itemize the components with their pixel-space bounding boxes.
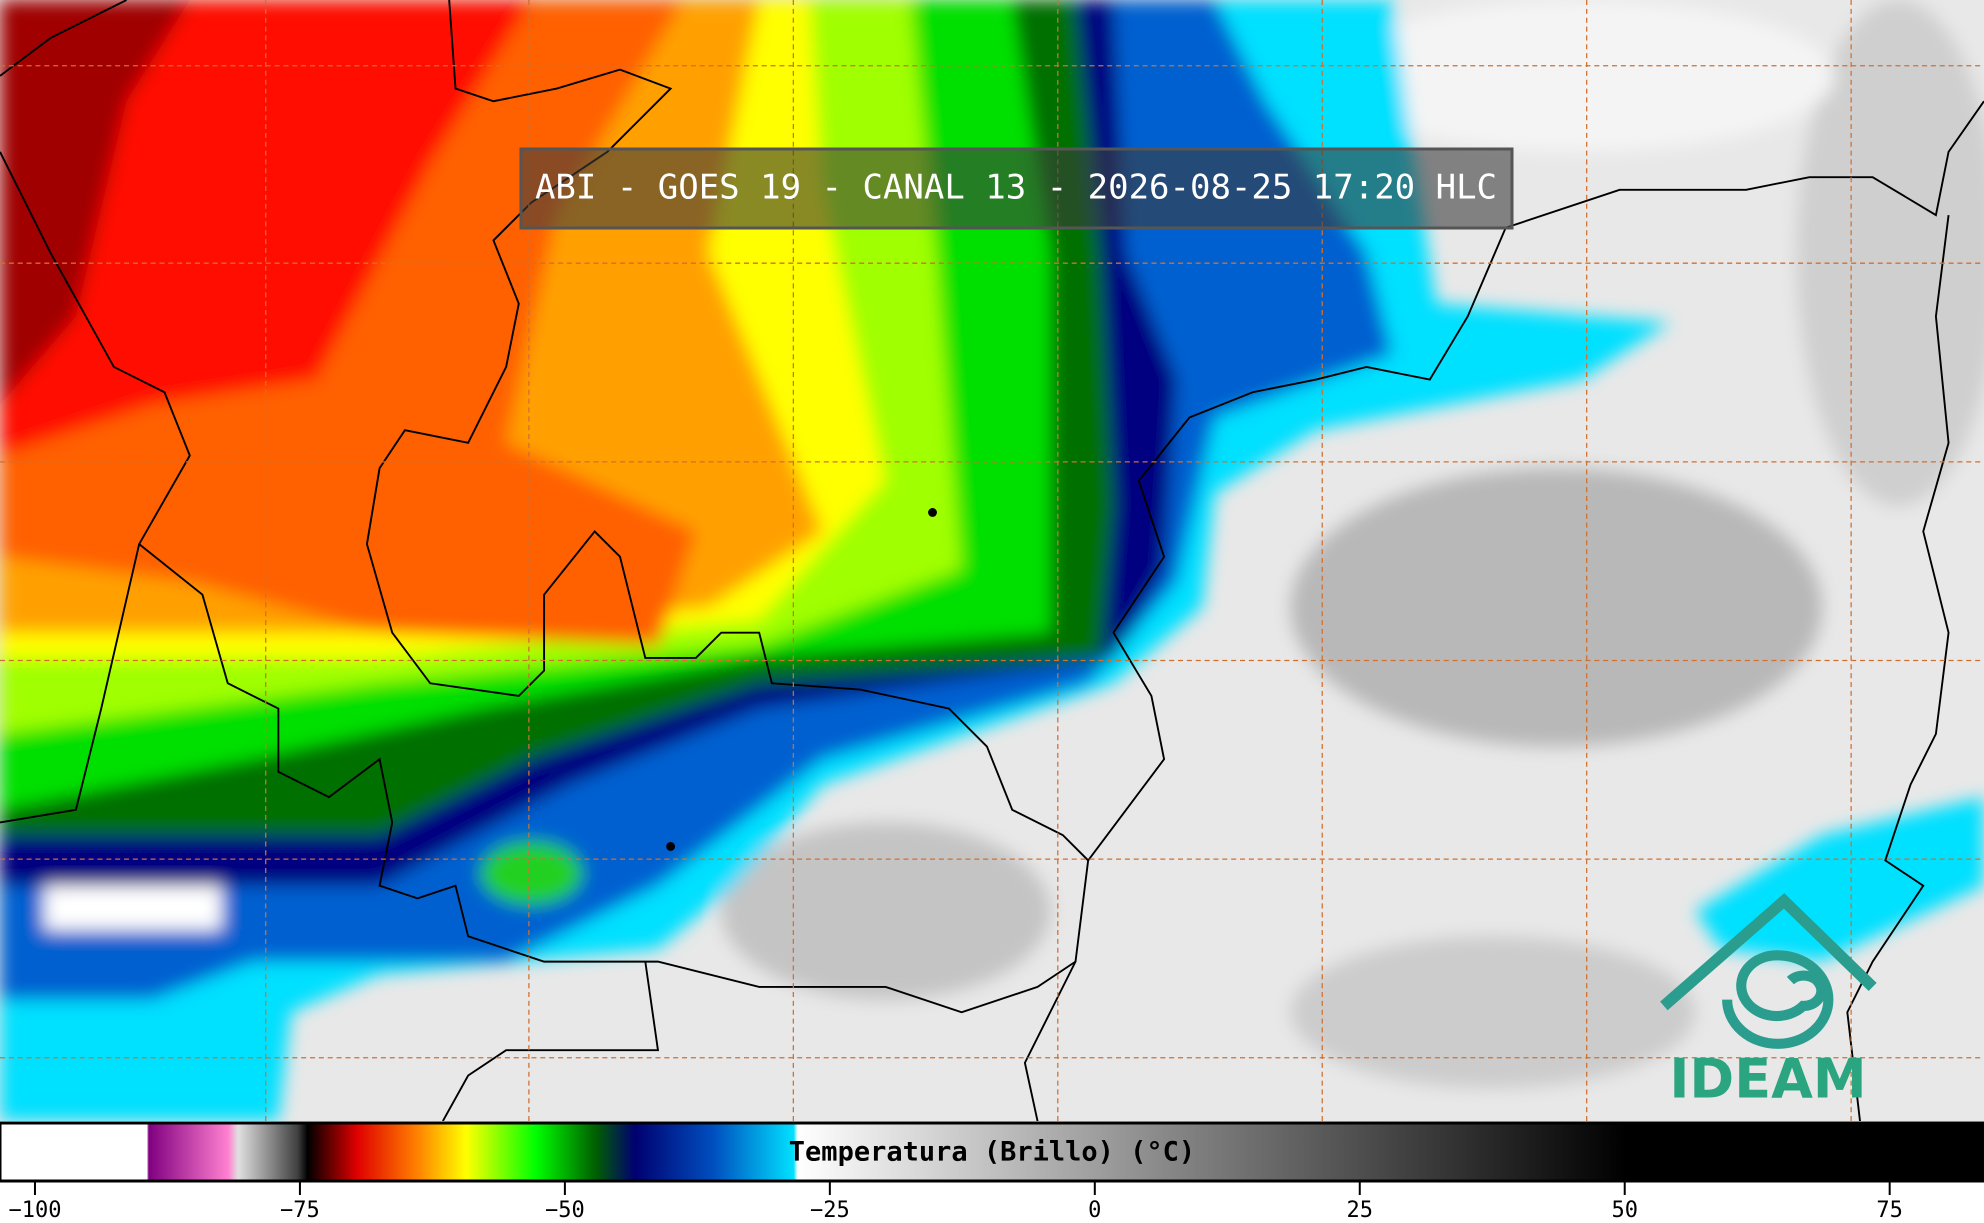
colorbar-axis: −100 −75 −50 −25 0 25 50 75 [8, 1181, 1903, 1223]
colorbar-label: Temperatura (Brillo) (°C) [789, 1137, 1195, 1168]
tick-label: 0 [1088, 1198, 1101, 1223]
tick-label: −50 [545, 1198, 585, 1223]
graticule [0, 0, 1984, 1122]
title: ABI - GOES 19 - CANAL 13 - 2026-08-25 17… [535, 168, 1497, 208]
tick-label: −100 [8, 1198, 61, 1223]
tick-label: −75 [280, 1198, 320, 1223]
tick-label: 25 [1347, 1198, 1374, 1223]
logo-icon [1660, 893, 1877, 1049]
logo-text: IDEAM [1669, 1048, 1866, 1111]
tick-label: 50 [1611, 1198, 1638, 1223]
title-box [519, 147, 1514, 230]
tick-label: 75 [1876, 1198, 1903, 1223]
colorbar [0, 1121, 1984, 1183]
tick-label: −25 [810, 1198, 850, 1223]
